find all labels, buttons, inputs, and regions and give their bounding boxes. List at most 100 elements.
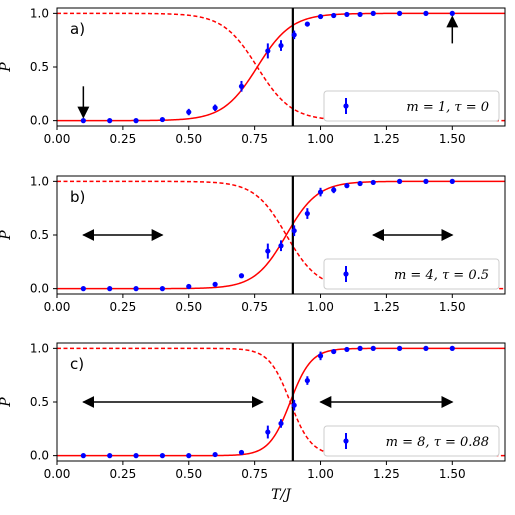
data-point [331,12,337,19]
data-point [396,10,403,16]
data-point [449,345,455,351]
data-point [449,178,455,184]
legend-label: m = 1, τ = 0 [406,100,489,115]
legend: m = 8, τ = 0.88 [323,425,500,457]
data-point [423,10,429,16]
data-point [357,345,363,351]
x-tick-label: 1.25 [373,300,400,314]
data-point [133,286,139,292]
legend-box [323,90,500,122]
data-point [291,228,297,234]
data-point [370,10,376,16]
legend-marker [343,103,349,109]
data-point [396,345,403,351]
y-tick-label: 1.0 [30,174,49,188]
x-axis-label: T/J [271,487,292,503]
x-tick-label: 1.50 [439,467,466,481]
data-point [331,187,337,193]
data-point [423,345,429,351]
legend-marker [343,438,349,444]
x-tick-label: 0.25 [110,300,137,314]
data-point [291,402,297,408]
y-tick-label: 0.5 [30,395,49,409]
x-tick-label: 0.00 [44,300,71,314]
data-point [265,429,271,435]
data-point [291,32,297,38]
panel-label: b) [70,188,85,206]
data-point [107,453,113,459]
plot-area [57,343,505,461]
data-point [278,42,284,49]
x-tick-label: 0.00 [44,467,71,481]
y-axis-label: P [0,397,14,408]
data-point [357,11,363,18]
data-point [370,179,376,186]
data-point [186,453,192,459]
panel-label: a) [70,20,85,38]
data-point [304,210,310,217]
x-tick-label: 0.75 [241,132,268,146]
x-tick-label: 0.50 [175,132,202,146]
legend-box [323,425,500,457]
x-tick-label: 0.75 [241,467,268,481]
data-point [159,116,166,123]
data-point [304,377,310,384]
panel-a: 0.00 0.25 0.50 0.75 1.00 1.25 1.50 0.0 0.5 1.0 Pa)… [0,6,506,146]
data-point [278,420,284,427]
data-point [331,348,337,355]
data-point [186,283,192,290]
data-point [159,286,166,292]
legend-marker [343,271,349,277]
y-tick-label: 0.0 [30,449,49,463]
data-point [265,48,271,54]
y-tick-label: 1.0 [30,341,49,355]
x-tick-label: 0.75 [241,300,268,314]
data-point [265,248,271,254]
fit-curve-solid [57,12,505,122]
x-tick-label: 1.25 [373,132,400,146]
x-tick-label: 0.25 [110,467,137,481]
data-point [107,286,113,292]
data-point [317,13,324,20]
data-point [423,178,429,184]
data-point [317,353,324,359]
data-point [133,453,139,459]
y-axis-label: P [0,230,14,241]
data-point [396,178,403,184]
data-point [238,273,245,279]
x-tick-label: 0.25 [110,132,137,146]
x-tick-label: 1.00 [307,467,334,481]
panel-b: 0.00 0.25 0.50 0.75 1.00 1.25 1.50 0.0 0.5 1.0 Pb)… [0,174,506,314]
data-point [317,189,324,195]
panel-c: 0.00 0.25 0.50 0.75 1.00 1.25 1.50 0.0 0.5 1.0 P T/… [0,341,506,503]
data-point [344,183,350,189]
data-point [80,453,86,459]
data-point [238,449,245,456]
y-tick-label: 0.0 [30,282,49,296]
legend: m = 4, τ = 0.5 [323,258,500,290]
data-point [304,21,310,27]
data-point [344,346,350,353]
x-tick-label: 0.50 [175,300,202,314]
y-tick-label: 0.0 [30,114,49,128]
data-point [212,281,218,287]
data-point [159,453,166,459]
panel-label: c) [70,355,84,373]
y-tick-label: 0.5 [30,60,49,74]
x-tick-label: 1.00 [307,132,334,146]
x-tick-label: 1.50 [439,300,466,314]
data-point [238,83,245,89]
y-tick-label: 1.0 [30,6,49,20]
x-tick-label: 0.50 [175,467,202,481]
data-point [344,11,350,18]
y-tick-label: 0.5 [30,228,49,242]
data-point [278,243,284,249]
data-point [212,105,218,111]
data-point [133,118,139,124]
legend-box [323,258,500,290]
x-tick-label: 1.50 [439,132,466,146]
x-tick-label: 1.00 [307,300,334,314]
legend-label: m = 4, τ = 0.5 [394,268,489,283]
data-point [357,180,363,187]
